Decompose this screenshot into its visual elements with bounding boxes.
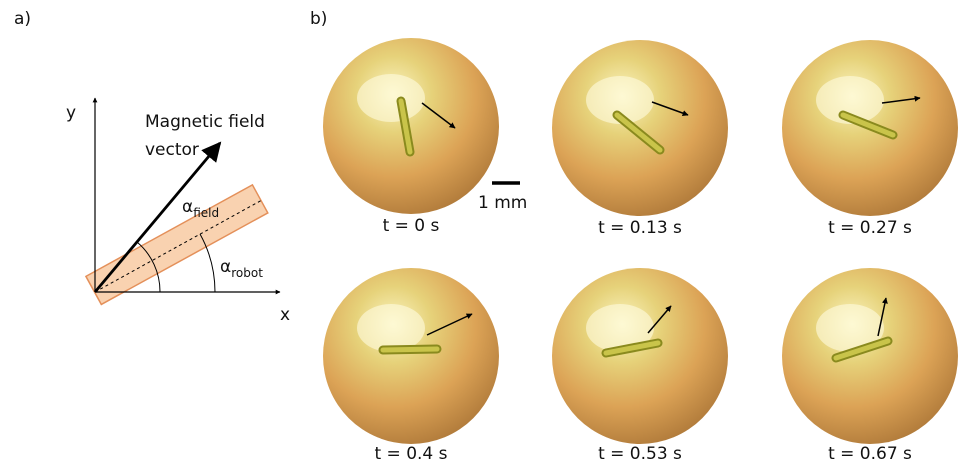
time-label: t = 0.67 s: [828, 444, 912, 464]
highlight: [357, 74, 425, 122]
time-label: t = 0.4 s: [374, 444, 447, 464]
frame-image: [323, 38, 499, 214]
time-label: t = 0 s: [383, 216, 440, 236]
robot-body: [86, 185, 268, 305]
highlight: [357, 304, 425, 352]
frame-image: [323, 268, 499, 444]
figure: a) y x Magnetic field vector αfield αrob…: [0, 0, 959, 468]
vector-label: vector: [145, 140, 199, 160]
alpha-robot: αrobot: [220, 257, 263, 280]
scale-bar-label: 1 mm: [478, 193, 527, 213]
time-label: t = 0.13 s: [598, 218, 682, 238]
y-axis-label: y: [66, 103, 76, 123]
time-label: t = 0.53 s: [598, 444, 682, 464]
panel-label: a): [14, 9, 31, 29]
robot-core: [383, 349, 437, 350]
alpha-field: αfield: [182, 197, 219, 220]
frames: t = 0 s t = 0.13 s t = 0.27 s t = 0.4 s t = …: [323, 38, 958, 464]
frame-image: [552, 268, 728, 444]
vector-label: Magnetic field: [145, 112, 265, 132]
panel-label: b): [310, 9, 327, 29]
x-axis-label: x: [280, 305, 290, 325]
frame-image: [782, 268, 958, 444]
time-label: t = 0.27 s: [828, 218, 912, 238]
